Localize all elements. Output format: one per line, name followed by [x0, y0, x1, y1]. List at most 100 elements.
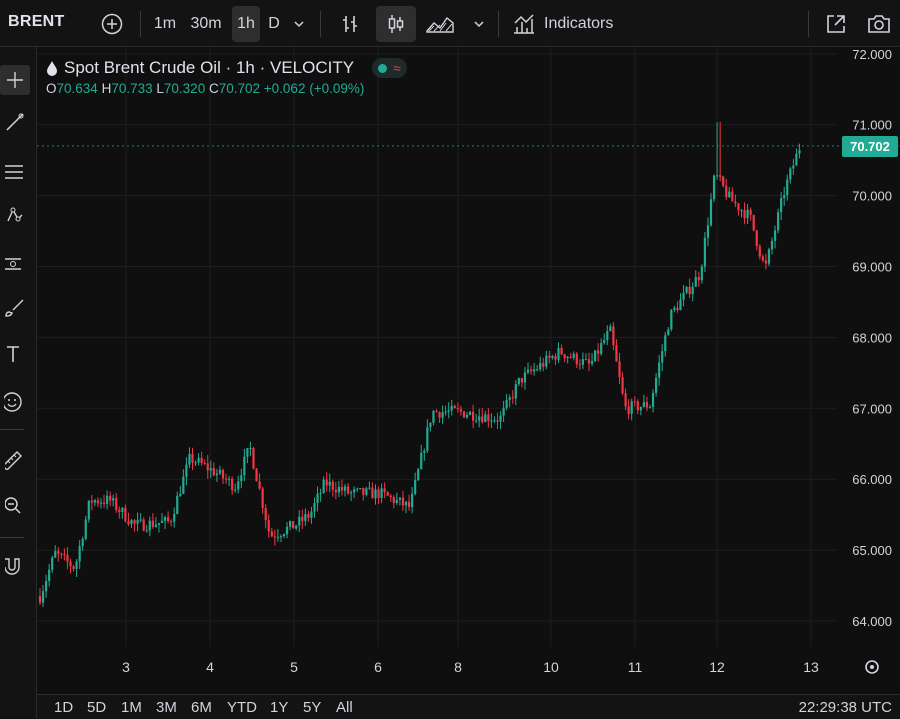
- pattern-tool-button[interactable]: [0, 201, 30, 231]
- axis-settings-button[interactable]: [865, 660, 879, 674]
- magnet-tool-button[interactable]: [0, 551, 30, 581]
- candle-body: [764, 260, 767, 264]
- price-tick-label: 64.000: [852, 614, 892, 629]
- chart-grid: [37, 47, 837, 647]
- interval-1h-button[interactable]: 1h: [232, 6, 260, 42]
- price-tick-label: 66.000: [852, 472, 892, 487]
- candle-body: [423, 450, 426, 453]
- zoom-tool-button[interactable]: [0, 491, 30, 521]
- candle-body: [590, 361, 594, 364]
- candle-body: [54, 551, 57, 558]
- price-axis[interactable]: 64.000 65.000 66.000 67.000 68.000 69.000 70.0…: [852, 47, 892, 629]
- symbol-label[interactable]: BRENT: [8, 13, 65, 30]
- popout-button[interactable]: [820, 6, 852, 42]
- bar-chart-type-button[interactable]: [334, 6, 366, 42]
- candle-body: [642, 402, 645, 407]
- candle-body: [493, 420, 496, 422]
- screenshot-button[interactable]: [862, 6, 896, 42]
- interval-1m-button[interactable]: 1m: [153, 15, 177, 32]
- candle-body: [340, 486, 344, 491]
- candle-body: [374, 489, 377, 499]
- price-tick-label: 72.000: [852, 47, 892, 62]
- camera-icon: [868, 15, 890, 33]
- candle-body: [170, 521, 173, 523]
- indicators-button[interactable]: Indicators: [512, 6, 626, 42]
- time-axis[interactable]: 3 4 5 6 8 10 11 12 13: [122, 659, 819, 675]
- price-tick-label: 69.000: [852, 260, 892, 275]
- price-chart[interactable]: 64.000 65.000 66.000 67.000 68.000 69.000 70.0…: [37, 47, 900, 683]
- range-5d-button[interactable]: 5D: [87, 699, 107, 716]
- candle-body: [368, 487, 371, 489]
- candle-body: [115, 498, 118, 510]
- candle-body: [298, 516, 301, 526]
- candle-body: [84, 519, 87, 539]
- range-all-button[interactable]: All: [336, 699, 353, 716]
- last-price-tag: 70.702: [842, 136, 898, 157]
- text-tool-button[interactable]: [0, 339, 30, 369]
- candle-body: [636, 401, 639, 411]
- candles-chart-type-button[interactable]: [376, 6, 416, 42]
- candle-body: [499, 415, 502, 422]
- candle-body: [346, 486, 350, 494]
- candle-body: [237, 481, 240, 490]
- range-5y-button[interactable]: 5Y: [303, 699, 322, 716]
- utc-clock[interactable]: 22:29:38 UTC: [798, 699, 892, 716]
- candle-body: [661, 351, 664, 363]
- candle-body: [282, 534, 286, 537]
- brush-tool-button[interactable]: [0, 293, 30, 323]
- toolbar-divider: [0, 429, 24, 430]
- candle-body: [267, 520, 270, 532]
- candle-body: [658, 362, 661, 378]
- candle-body: [48, 569, 51, 582]
- fib-tool-button[interactable]: [0, 157, 30, 187]
- candle-body: [224, 478, 228, 480]
- ruler-tool-button[interactable]: [0, 445, 30, 475]
- candle-body: [154, 524, 157, 527]
- area-chart-type-button[interactable]: [422, 6, 458, 42]
- candle-body: [566, 356, 569, 359]
- range-1m-button[interactable]: 1M: [121, 699, 142, 716]
- zoom-icon: [5, 497, 21, 514]
- plus-circle-icon: [101, 13, 123, 35]
- chart-type-dropdown-button[interactable]: [468, 6, 490, 42]
- candle-body: [377, 489, 380, 499]
- candle-body: [481, 416, 484, 423]
- candle-body: [575, 353, 578, 365]
- gear-icon: [865, 660, 879, 674]
- price-tick-label: 65.000: [852, 543, 892, 558]
- candle-body: [75, 561, 78, 569]
- candle-body: [484, 414, 487, 423]
- candle-body: [359, 488, 362, 490]
- crosshair-tool-button[interactable]: [0, 65, 30, 95]
- toolbar-divider: [808, 11, 809, 37]
- prediction-tool-button[interactable]: [0, 249, 30, 279]
- candle-body: [221, 469, 225, 479]
- range-6m-button[interactable]: 6M: [191, 699, 212, 716]
- interval-30m-button[interactable]: 30m: [190, 15, 222, 32]
- range-1d-button[interactable]: 1D: [54, 699, 74, 716]
- range-ytd-button[interactable]: YTD: [227, 699, 257, 716]
- candle-body: [264, 508, 267, 521]
- candle-body: [752, 214, 755, 231]
- toolbar-divider: [140, 11, 141, 37]
- trend-line-tool-button[interactable]: [0, 107, 30, 137]
- time-tick-label: 4: [206, 659, 214, 675]
- candle-body: [63, 554, 66, 556]
- compare-symbol-button[interactable]: [96, 6, 128, 42]
- candle-body: [722, 176, 725, 186]
- candle-body: [243, 456, 246, 476]
- trend-line-icon: [6, 113, 24, 131]
- chart-legend: Spot Brent Crude Oil · 1h · VELOCITY ≈ O…: [46, 58, 407, 96]
- price-tick-label: 70.000: [852, 189, 892, 204]
- market-status-pill[interactable]: ≈: [372, 58, 407, 78]
- range-1y-button[interactable]: 1Y: [270, 699, 289, 716]
- range-3m-button[interactable]: 3M: [156, 699, 177, 716]
- candle-body: [767, 249, 771, 264]
- candle-body: [255, 468, 258, 482]
- candle-body: [761, 256, 764, 261]
- interval-dropdown-button[interactable]: [288, 6, 310, 42]
- emoji-tool-button[interactable]: [0, 387, 30, 417]
- candle-body: [587, 359, 591, 364]
- candle-body: [557, 347, 560, 360]
- interval-d-button[interactable]: D: [268, 15, 280, 32]
